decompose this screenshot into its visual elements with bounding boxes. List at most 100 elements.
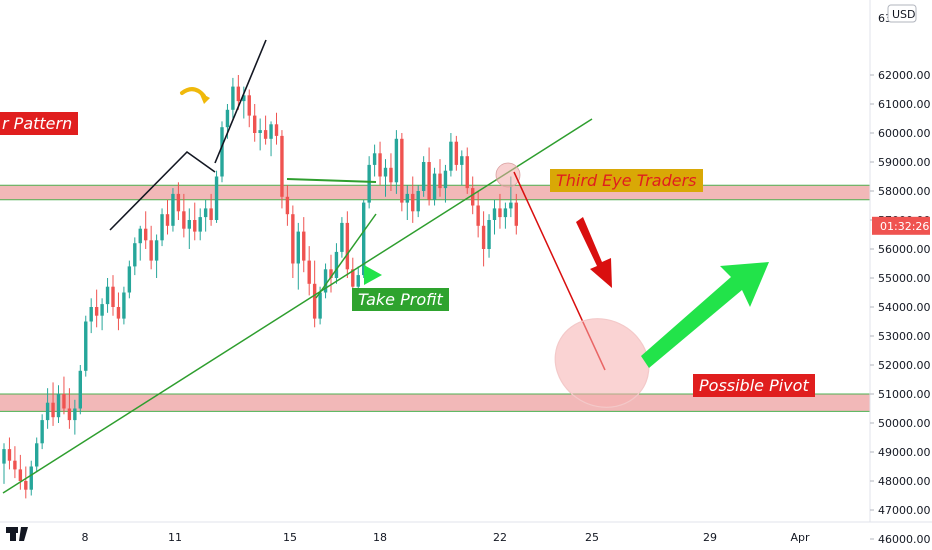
candle bbox=[133, 237, 137, 276]
candle bbox=[383, 159, 388, 197]
candle bbox=[94, 289, 99, 328]
candle-body bbox=[111, 286, 115, 307]
candle-body bbox=[460, 156, 464, 165]
candle-body bbox=[45, 402, 50, 421]
take-profit-marker-icon bbox=[364, 265, 382, 285]
candle-body bbox=[214, 176, 219, 220]
candle bbox=[100, 298, 104, 331]
candle-body bbox=[2, 449, 6, 464]
price-tick-label: 55000.00 bbox=[878, 272, 931, 285]
brand-label: Third Eye Traders bbox=[550, 169, 703, 192]
candle bbox=[514, 193, 518, 235]
candle-body bbox=[481, 225, 486, 249]
candle-body bbox=[7, 449, 12, 461]
candle bbox=[487, 214, 491, 258]
candle bbox=[187, 208, 191, 249]
candle bbox=[198, 208, 202, 241]
price-tick-label: 60000.00 bbox=[878, 127, 931, 140]
candle bbox=[29, 460, 33, 496]
candle bbox=[73, 399, 77, 435]
candle bbox=[51, 382, 55, 426]
candle-body bbox=[29, 466, 33, 490]
candle-body bbox=[231, 86, 235, 110]
price-tick-label: 61000.00 bbox=[878, 98, 931, 111]
candle bbox=[62, 376, 66, 415]
candle bbox=[111, 275, 115, 316]
candle-body bbox=[247, 95, 251, 116]
candle-body bbox=[51, 402, 55, 418]
candle-body bbox=[503, 208, 508, 218]
candle-body bbox=[35, 443, 39, 467]
candle bbox=[269, 121, 273, 157]
candle bbox=[171, 188, 175, 232]
candle bbox=[405, 185, 409, 220]
candle-body bbox=[116, 307, 121, 319]
candle bbox=[454, 135, 459, 171]
candle-body bbox=[302, 231, 306, 261]
candle-body bbox=[411, 193, 415, 212]
candle-body bbox=[209, 208, 213, 220]
candle bbox=[149, 225, 153, 270]
candle bbox=[302, 217, 306, 273]
candle-body bbox=[378, 153, 382, 177]
candle-body bbox=[193, 220, 197, 232]
candle-body bbox=[94, 307, 99, 316]
time-tick-label: 29 bbox=[703, 531, 717, 544]
candle bbox=[247, 89, 251, 128]
candle-body bbox=[84, 321, 88, 371]
candle bbox=[253, 104, 257, 142]
time-tick-label: 15 bbox=[283, 531, 297, 544]
candle-body bbox=[18, 469, 23, 481]
candle bbox=[443, 164, 448, 203]
current-price-badge-box bbox=[872, 216, 930, 235]
price-tick-label: 46000.00 bbox=[878, 533, 931, 546]
candle bbox=[340, 217, 344, 258]
candle bbox=[503, 202, 508, 229]
candle bbox=[78, 365, 82, 415]
candle bbox=[285, 185, 290, 226]
candle-body bbox=[498, 208, 502, 218]
candle-body bbox=[67, 408, 72, 421]
down-arrow-icon bbox=[576, 217, 612, 288]
candle bbox=[416, 185, 420, 218]
candle-body bbox=[400, 138, 404, 203]
candle-body bbox=[13, 460, 17, 470]
candle bbox=[89, 298, 93, 334]
candle-body bbox=[253, 115, 257, 133]
candle-body bbox=[296, 231, 300, 264]
candle-body bbox=[492, 208, 497, 220]
candle-body bbox=[182, 211, 186, 229]
currency-badge-label: USD bbox=[892, 8, 916, 21]
price-tick-label: 52000.00 bbox=[878, 359, 931, 372]
candle-body bbox=[263, 130, 268, 139]
candle-body bbox=[165, 214, 170, 226]
candle bbox=[274, 112, 279, 145]
candle bbox=[35, 437, 39, 473]
candle bbox=[144, 211, 148, 249]
candle bbox=[432, 167, 437, 206]
up-arrow-icon bbox=[641, 262, 769, 368]
candle-body bbox=[203, 208, 208, 218]
price-tick-label: 59000.00 bbox=[878, 156, 931, 169]
candle bbox=[127, 260, 132, 299]
candle-body bbox=[280, 135, 284, 197]
candle bbox=[105, 278, 110, 313]
candle bbox=[24, 466, 28, 499]
logo-part bbox=[19, 527, 28, 541]
candle-body bbox=[372, 153, 377, 165]
price-tick-label: 54000.00 bbox=[878, 301, 931, 314]
candle-body bbox=[225, 109, 230, 128]
candle-body bbox=[160, 214, 164, 241]
candle-body bbox=[443, 170, 448, 189]
price-tick-label: 48000.00 bbox=[878, 475, 931, 488]
candle bbox=[122, 286, 126, 325]
candle-body bbox=[56, 394, 61, 418]
candle-body bbox=[454, 141, 459, 165]
candle bbox=[400, 133, 404, 212]
time-tick-label: 25 bbox=[585, 531, 599, 544]
candle-body bbox=[62, 394, 66, 409]
candle bbox=[329, 254, 333, 293]
